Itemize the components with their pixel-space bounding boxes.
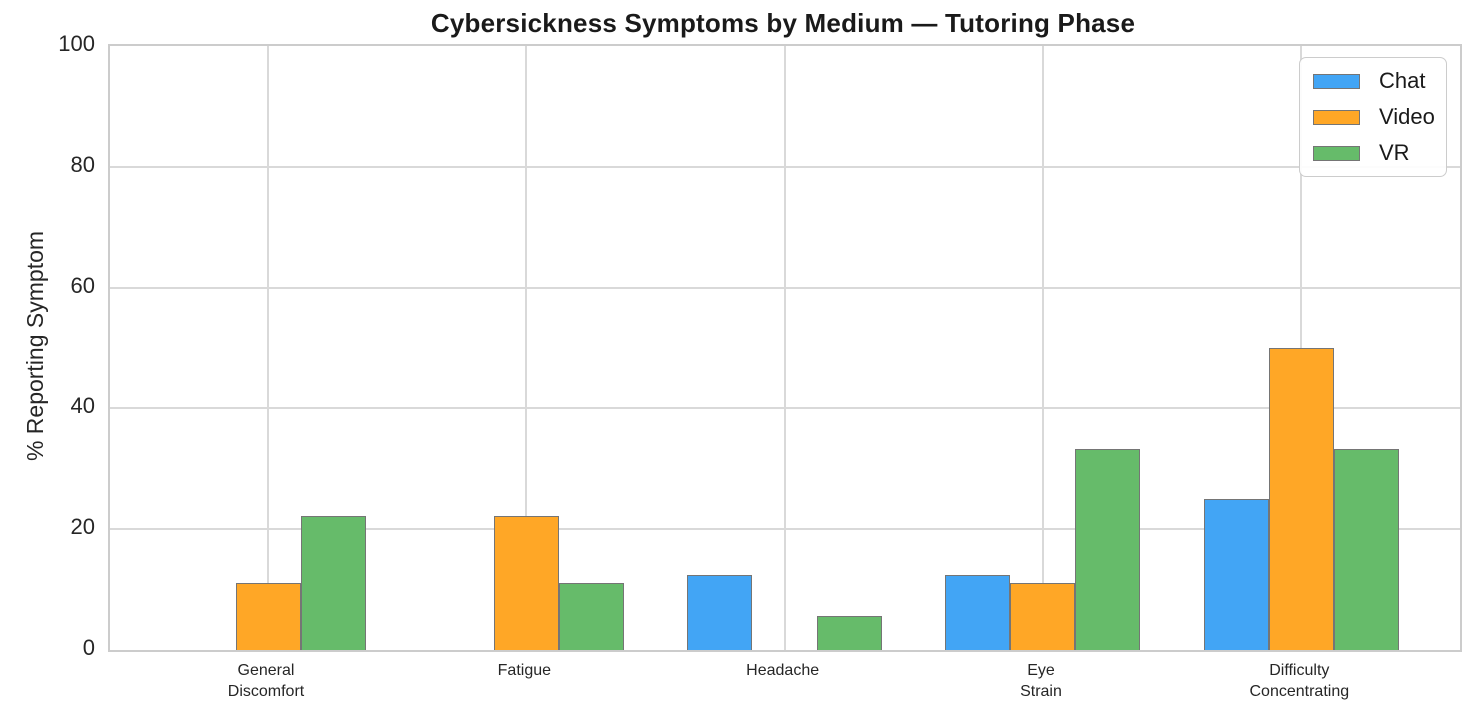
legend-label-chat: Chat — [1379, 68, 1426, 93]
y-tick-label-80: 80 — [70, 151, 95, 177]
y-tick-label-60: 60 — [70, 272, 95, 298]
y-tick-label-20: 20 — [70, 514, 95, 540]
y-tick-label-100: 100 — [58, 31, 95, 56]
y-axis-label-text: % Reporting Symptom — [22, 230, 48, 462]
plot-area — [108, 44, 1462, 652]
bar-chat-eye-strain — [945, 574, 1011, 650]
legend-item-chat: Chat — [1313, 69, 1434, 93]
bar-vr-general-discomfort — [300, 515, 366, 650]
bar-video-eye-strain — [1010, 582, 1076, 650]
y-tick-label-0: 0 — [82, 635, 95, 660]
gridline-x-general-discomfort — [267, 46, 269, 650]
y-tick-label-40: 40 — [70, 393, 95, 419]
gridline-x-eye-strain — [1041, 46, 1044, 650]
bar-chat-difficulty-concentrating — [1203, 499, 1269, 650]
legend-swatch-video — [1313, 109, 1360, 125]
bar-video-general-discomfort — [235, 582, 301, 650]
x-tick-label-headache: Headache — [746, 662, 820, 679]
x-tick-label-fatigue: Fatigue — [497, 662, 552, 679]
x-tick-label-eye-strain: Eye Strain — [1020, 662, 1062, 700]
bar-chat-headache — [687, 574, 753, 650]
bar-video-difficulty-concentrating — [1268, 348, 1334, 650]
legend-item-vr: VR — [1313, 141, 1434, 165]
gridline-x-fatigue — [525, 46, 528, 650]
bar-video-fatigue — [493, 515, 559, 650]
bar-vr-eye-strain — [1075, 448, 1141, 650]
bar-vr-headache — [817, 616, 883, 650]
legend-swatch-vr — [1313, 145, 1360, 161]
x-tick-label-general-discomfort: General Discomfort — [227, 662, 305, 700]
legend-swatch-chat — [1313, 73, 1360, 89]
legend-label-video: Video — [1379, 104, 1435, 129]
x-tick-label-difficulty-concentrating: Difficulty Concentrating — [1249, 662, 1350, 700]
gridline-x-headache — [783, 46, 786, 650]
bar-vr-difficulty-concentrating — [1333, 448, 1399, 650]
legend-item-video: Video — [1313, 104, 1435, 129]
chart-title: Cybersickness Symptoms by Medium — Tutor… — [430, 8, 1136, 38]
bar-vr-fatigue — [558, 582, 624, 650]
legend: Chat Video VR — [1299, 57, 1447, 177]
legend-label-vr: VR — [1379, 140, 1410, 165]
